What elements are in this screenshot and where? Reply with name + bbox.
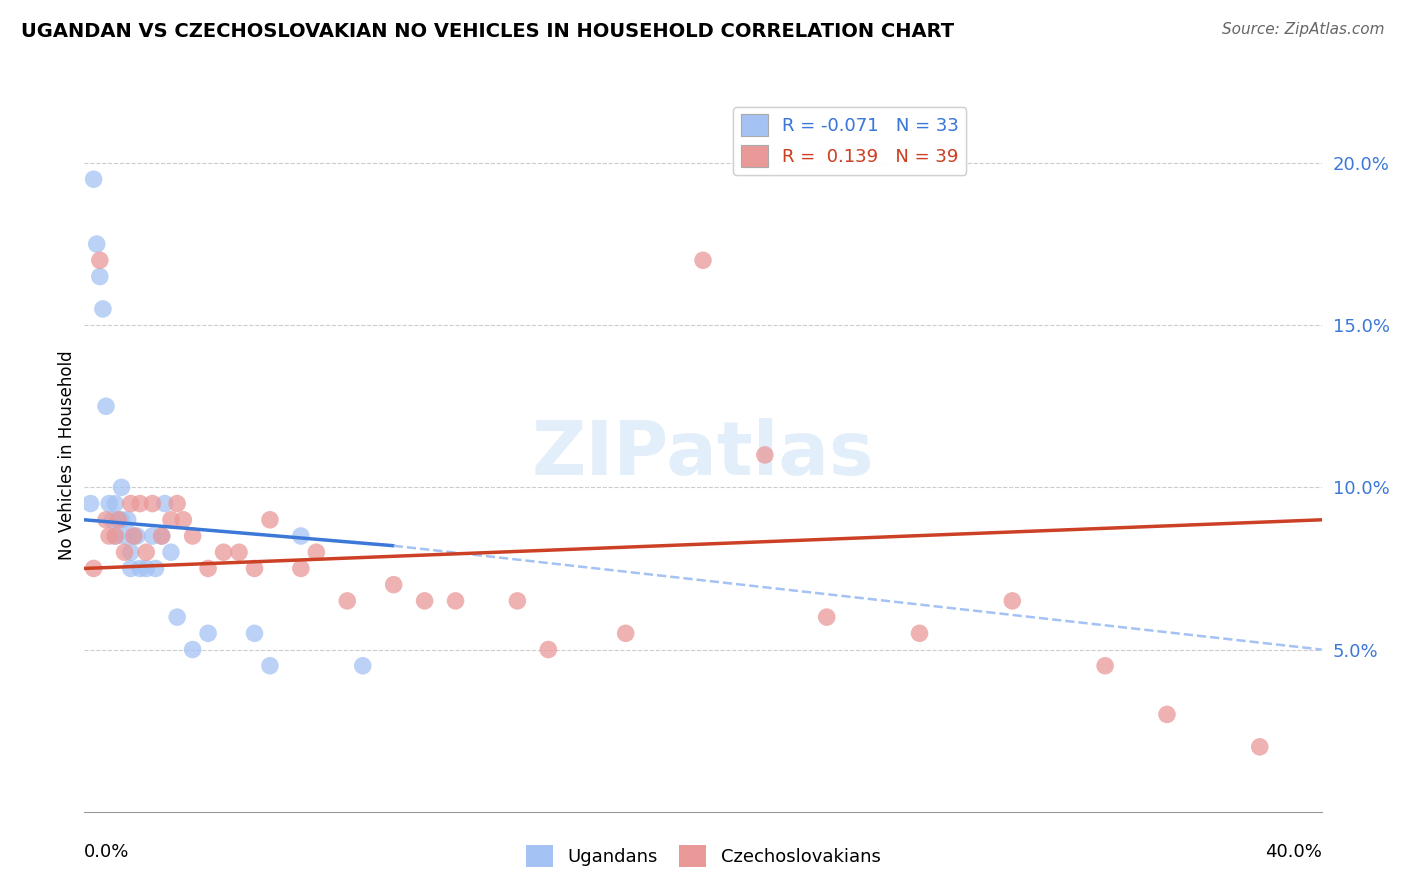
Point bbox=[89, 253, 111, 268]
Text: ZIPatlas: ZIPatlas bbox=[531, 418, 875, 491]
Point bbox=[160, 545, 183, 559]
Point bbox=[537, 642, 560, 657]
Point bbox=[86, 237, 108, 252]
Point bbox=[382, 577, 405, 591]
Point bbox=[290, 561, 312, 575]
Point bbox=[83, 172, 105, 186]
Point bbox=[120, 497, 142, 511]
Point bbox=[1156, 707, 1178, 722]
Point bbox=[243, 626, 266, 640]
Point bbox=[120, 545, 142, 559]
Point bbox=[336, 594, 359, 608]
Point bbox=[129, 561, 152, 575]
Point bbox=[89, 269, 111, 284]
Point bbox=[444, 594, 467, 608]
Point bbox=[1094, 658, 1116, 673]
Point bbox=[212, 545, 235, 559]
Point bbox=[150, 529, 173, 543]
Point bbox=[117, 513, 139, 527]
Point bbox=[101, 513, 124, 527]
Point bbox=[259, 658, 281, 673]
Y-axis label: No Vehicles in Household: No Vehicles in Household bbox=[58, 350, 76, 560]
Point bbox=[1001, 594, 1024, 608]
Point bbox=[166, 610, 188, 624]
Point bbox=[135, 561, 157, 575]
Point bbox=[243, 561, 266, 575]
Point bbox=[122, 529, 145, 543]
Point bbox=[259, 513, 281, 527]
Text: 40.0%: 40.0% bbox=[1265, 843, 1322, 861]
Text: Source: ZipAtlas.com: Source: ZipAtlas.com bbox=[1222, 22, 1385, 37]
Point bbox=[91, 301, 114, 316]
Point bbox=[413, 594, 436, 608]
Point bbox=[197, 561, 219, 575]
Point bbox=[228, 545, 250, 559]
Text: 0.0%: 0.0% bbox=[84, 843, 129, 861]
Point bbox=[145, 561, 167, 575]
Point bbox=[614, 626, 637, 640]
Point bbox=[114, 529, 136, 543]
Point bbox=[141, 497, 163, 511]
Point bbox=[104, 529, 127, 543]
Legend: Ugandans, Czechoslovakians: Ugandans, Czechoslovakians bbox=[519, 838, 887, 874]
Point bbox=[290, 529, 312, 543]
Point bbox=[1249, 739, 1271, 754]
Point bbox=[94, 513, 117, 527]
Point bbox=[110, 513, 132, 527]
Point bbox=[141, 529, 163, 543]
Point bbox=[506, 594, 529, 608]
Text: UGANDAN VS CZECHOSLOVAKIAN NO VEHICLES IN HOUSEHOLD CORRELATION CHART: UGANDAN VS CZECHOSLOVAKIAN NO VEHICLES I… bbox=[21, 22, 955, 41]
Point bbox=[815, 610, 838, 624]
Legend: R = -0.071   N = 33, R =  0.139   N = 39: R = -0.071 N = 33, R = 0.139 N = 39 bbox=[734, 107, 966, 175]
Point bbox=[692, 253, 714, 268]
Point bbox=[114, 545, 136, 559]
Point bbox=[79, 497, 101, 511]
Point bbox=[104, 497, 127, 511]
Point bbox=[129, 497, 152, 511]
Point bbox=[98, 529, 121, 543]
Point bbox=[197, 626, 219, 640]
Point bbox=[172, 513, 194, 527]
Point bbox=[150, 529, 173, 543]
Point bbox=[98, 497, 121, 511]
Point bbox=[135, 545, 157, 559]
Point bbox=[125, 529, 148, 543]
Point bbox=[166, 497, 188, 511]
Point bbox=[160, 513, 183, 527]
Point bbox=[153, 497, 176, 511]
Point bbox=[908, 626, 931, 640]
Point bbox=[120, 561, 142, 575]
Point bbox=[104, 529, 127, 543]
Point bbox=[110, 480, 132, 494]
Point bbox=[181, 529, 204, 543]
Point bbox=[94, 399, 117, 413]
Point bbox=[352, 658, 374, 673]
Point bbox=[181, 642, 204, 657]
Point bbox=[754, 448, 776, 462]
Point bbox=[305, 545, 328, 559]
Point bbox=[122, 529, 145, 543]
Point bbox=[83, 561, 105, 575]
Point bbox=[107, 513, 129, 527]
Point bbox=[107, 513, 129, 527]
